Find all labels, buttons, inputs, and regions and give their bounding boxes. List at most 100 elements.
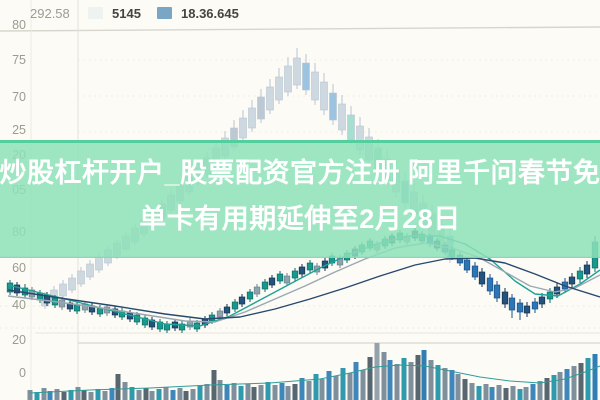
- volume-bar: [319, 379, 325, 400]
- volume-bar: [523, 387, 529, 400]
- pale-candle: [338, 103, 346, 131]
- volume-bar: [258, 385, 264, 400]
- headline-band-bottom-edge: [0, 256, 600, 258]
- headline-banner[interactable]: 炒股杠杆开户_股票配资官方注册 阿里千问春节免 单卡有用期延伸至2月28日: [0, 140, 600, 258]
- volume-bar: [421, 350, 427, 400]
- volume-bar: [149, 391, 155, 400]
- volume-bar: [54, 389, 60, 400]
- volume-bar: [61, 392, 67, 400]
- volume-bar: [292, 384, 298, 400]
- volume-bar: [224, 385, 230, 400]
- pale-candle: [329, 92, 337, 121]
- volume-bar: [462, 379, 468, 400]
- volume-bar: [197, 386, 203, 400]
- volume-bar: [408, 362, 414, 400]
- candle: [531, 301, 539, 310]
- volume-bar: [177, 388, 183, 400]
- volume-bar: [272, 385, 278, 400]
- candle: [178, 323, 186, 331]
- candle: [523, 305, 531, 314]
- pale-candle: [248, 107, 256, 129]
- volume-bar: [102, 391, 108, 400]
- pale-candle: [86, 263, 94, 278]
- candle: [13, 284, 21, 294]
- volume-bar: [510, 386, 516, 400]
- volume-bar: [170, 390, 176, 400]
- volume-bar: [285, 386, 291, 400]
- volume-bar: [156, 389, 162, 400]
- volume-bar: [367, 357, 373, 400]
- volume-bar: [571, 366, 577, 400]
- legend-label-series1: 5145: [112, 6, 141, 21]
- pale-candle: [284, 65, 292, 93]
- candle: [568, 276, 576, 285]
- volume-bar: [489, 387, 495, 400]
- pale-candle: [257, 96, 265, 120]
- volume-bar: [238, 386, 244, 400]
- candle: [6, 282, 14, 293]
- y-axis-label: 25: [12, 123, 26, 137]
- volume-bar: [347, 373, 353, 400]
- pale-candle: [347, 114, 355, 141]
- candle: [501, 291, 509, 305]
- volume-bar: [190, 389, 196, 400]
- volume-bar: [95, 389, 101, 400]
- volume-bar: [537, 381, 543, 400]
- volume-bar: [476, 386, 482, 400]
- volume-bar: [231, 383, 237, 400]
- y-axis-label: 40: [12, 298, 26, 312]
- volume-bar: [592, 354, 598, 400]
- headline-band-top-edge: [0, 140, 600, 143]
- y-axis-label: 0: [19, 366, 26, 380]
- volume-bar: [115, 374, 121, 400]
- pale-candle: [275, 76, 283, 101]
- candle: [238, 296, 246, 305]
- pale-candle: [239, 117, 247, 139]
- volume-bar: [41, 388, 47, 400]
- volume-bar: [401, 358, 407, 400]
- candle: [276, 273, 284, 282]
- volume-bar: [374, 343, 380, 400]
- y-axis-label: 75: [12, 53, 26, 67]
- headline-line-2[interactable]: 单卡有用期延伸至2月28日: [139, 204, 461, 234]
- pale-candle: [320, 81, 328, 111]
- volume-bar: [415, 355, 421, 400]
- volume-bar: [34, 392, 40, 400]
- volume-bar: [394, 364, 400, 400]
- ma-mid-gray: [7, 242, 600, 323]
- candle: [298, 266, 306, 275]
- volume-bar: [143, 388, 149, 400]
- candle: [261, 281, 269, 290]
- volume-bar: [585, 358, 591, 400]
- volume-bar: [551, 375, 557, 400]
- pale-candle: [302, 62, 310, 91]
- legend-label-series2: 18.36.645: [181, 6, 239, 21]
- volume-bar: [88, 392, 94, 400]
- candle: [246, 291, 254, 300]
- candle: [291, 270, 299, 279]
- ma-slow-navy: [7, 257, 600, 320]
- volume-bar: [578, 363, 584, 400]
- legend-price-value: 292.58: [30, 6, 70, 21]
- y-axis-label: 80: [12, 18, 26, 32]
- candle: [141, 317, 149, 326]
- y-axis-label: 20: [12, 333, 26, 347]
- volume-bar: [27, 390, 33, 400]
- pale-candle: [293, 57, 301, 86]
- volume-bar: [204, 384, 210, 400]
- y-axis-label: 70: [12, 90, 26, 104]
- volume-bar: [265, 382, 271, 400]
- pale-candle: [95, 256, 103, 271]
- volume-bar: [503, 388, 509, 400]
- candle: [493, 284, 501, 299]
- candle: [148, 319, 156, 328]
- volume-bar: [217, 380, 223, 400]
- headline-line-1[interactable]: 炒股杠杆开户_股票配资官方注册 阿里千问春节免: [0, 157, 600, 188]
- candle: [133, 314, 141, 323]
- pale-candle: [266, 86, 274, 111]
- volume-bar: [530, 384, 536, 400]
- candle: [283, 275, 291, 284]
- candle: [463, 259, 471, 271]
- volume-bar: [279, 383, 285, 400]
